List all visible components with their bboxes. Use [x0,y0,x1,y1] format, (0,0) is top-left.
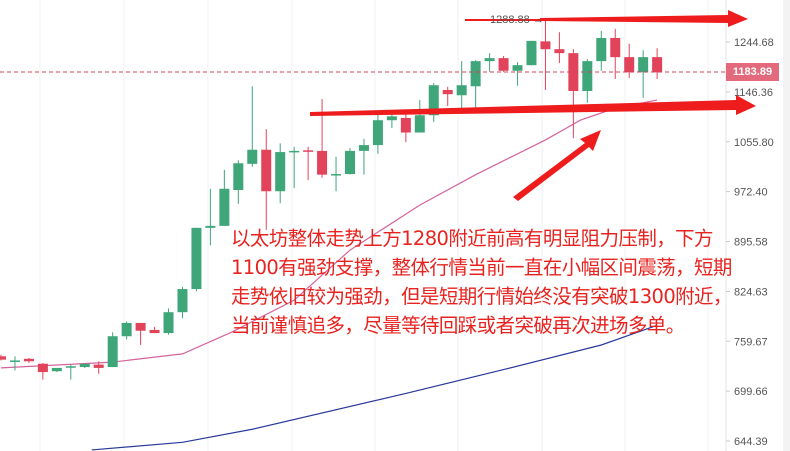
analysis-line: 当前谨慎追多，尽量等待回踩或者突破再次进场多单。 [231,314,685,337]
candle-body [554,49,565,54]
candle-body [498,58,509,71]
candle-body [247,149,258,164]
candle-body [414,115,425,133]
y-tick-label: 824.63 [734,287,768,299]
candle-body [303,150,314,152]
candle-body [317,150,328,175]
candle-body [0,356,6,360]
y-tick-label: 759.67 [734,336,768,348]
y-tick-label: 972.40 [734,187,768,199]
candle-body [652,57,663,73]
analysis-line: 以太坊整体走势上方1280附近前高有明显阻力压制，下方 [231,227,714,250]
candle-body [219,188,230,226]
candle-body [275,152,286,192]
y-tick-label: 699.66 [734,386,768,398]
candle-body [610,37,621,58]
analysis-text: 以太坊整体走势上方1280附近前高有明显阻力压制，下方 1100有强劲支撑，整体… [231,224,732,340]
candle-body [121,322,132,337]
candle-body [345,150,355,175]
candle-body [261,149,272,192]
candle-body [358,145,369,151]
candle-body [442,89,453,95]
candle-body [624,57,635,73]
candle-body [331,174,342,176]
candle-body [9,360,20,362]
y-tick-label: 1244.68 [734,37,774,49]
candle-body [23,358,34,362]
candle-body [51,367,62,372]
candle-body [470,61,481,87]
high-marker-label: 1288.88 → [490,14,544,26]
candle-body [149,329,160,334]
candle-body [135,322,146,331]
moving-averages [0,99,658,451]
candle-body [163,312,174,334]
candle-body [582,61,593,92]
y-axis: 1244.68 1146.36 1055.80 972.40 895.58 824.63 7… [726,37,774,448]
last-price-label: 1183.89 [726,63,779,81]
candle-body [37,363,48,373]
candle-body [386,116,397,121]
grid [39,0,709,451]
candle-body [177,289,188,313]
y-tick-label: 1146.36 [734,87,773,99]
y-tick-label: 1055.80 [734,137,774,149]
candle-body [205,225,216,228]
candle-body [400,117,411,133]
support-arrow [310,95,756,116]
candle-body [456,85,467,96]
candle-body [93,364,104,368]
candle-body [79,363,90,368]
candle-body [191,227,202,290]
candle-body [289,150,300,153]
candle-body [540,41,551,50]
candle-body [596,37,607,62]
analysis-line: 1100有强劲支撑，整体行情当前一直在小幅区间震荡，短期 [231,256,732,279]
analysis-line: 走势依旧较为强劲，但是短期行情始终没有突破1300附近， [231,285,732,308]
candle-body [568,53,579,92]
ma-slow-line [91,324,658,451]
uptrend-arrow [513,130,601,201]
candle-body [372,120,383,146]
candles [0,20,663,380]
candle-body [233,163,244,191]
candle-body [107,336,118,368]
annotation-arrows: 1288.88 → [310,10,756,201]
candle-body [484,58,495,62]
candle-body [638,57,649,73]
ma-fast-line [0,99,658,369]
y-tick-label: 644.39 [734,436,768,448]
candle-body [512,65,523,71]
y-tick-label: 895.58 [734,237,768,249]
candle-body [65,366,76,368]
scrollbar[interactable] [783,0,790,451]
candle-body [526,40,537,66]
candle-body [428,85,439,116]
resistance-arrow [540,10,748,27]
